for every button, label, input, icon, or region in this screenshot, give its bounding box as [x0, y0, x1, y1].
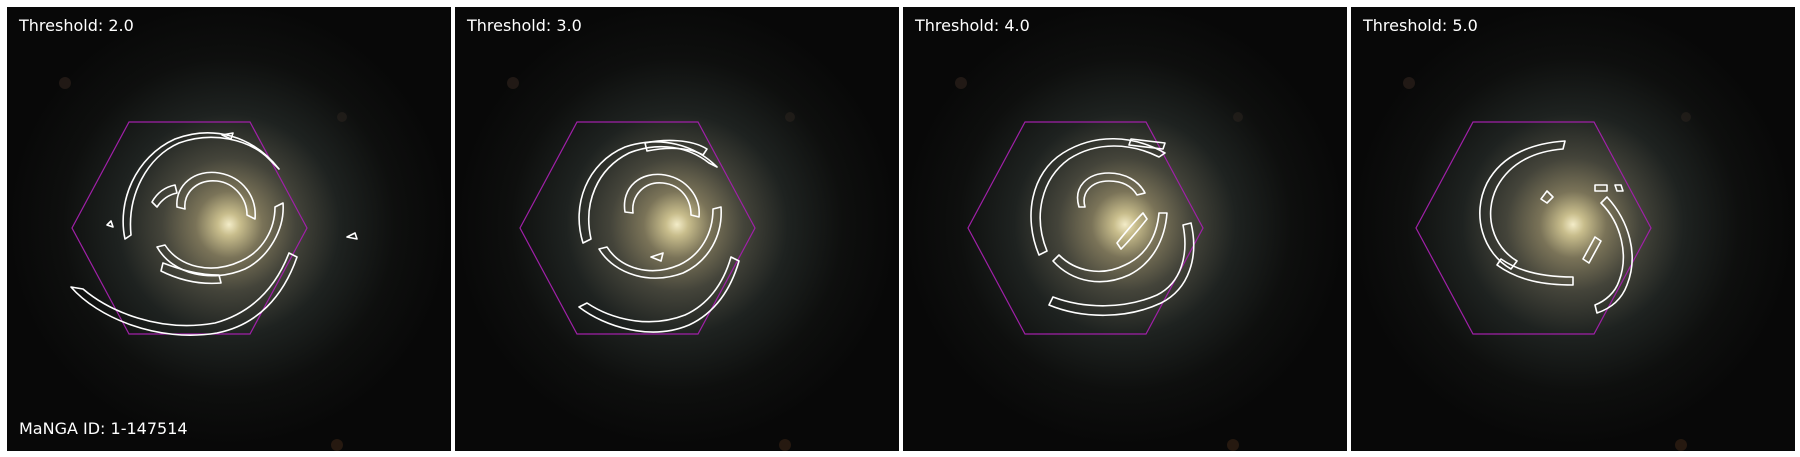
spiral-arm-contours [1479, 140, 1633, 314]
spiral-arm-contours [1030, 138, 1195, 317]
ifu-hexagon [1415, 121, 1652, 335]
ifu-hexagon [519, 121, 756, 335]
spiral-arm-contours [70, 132, 358, 336]
galaxy-image [1351, 7, 1795, 451]
galaxy-image [455, 7, 899, 451]
manga-id-label: MaNGA ID: 1-147514 [19, 419, 188, 438]
galaxy-image [7, 7, 451, 451]
spiral-arm-contours [578, 139, 740, 333]
panel-threshold-5: Threshold: 5.0 [1351, 7, 1795, 451]
panel-title: Threshold: 5.0 [1363, 16, 1478, 35]
panel-title: Threshold: 2.0 [19, 16, 134, 35]
ifu-hexagon [967, 121, 1204, 335]
panel-threshold-2: Threshold: 2.0 MaNGA ID: 1-147514 [7, 7, 451, 451]
panel-threshold-3: Threshold: 3.0 [455, 7, 899, 451]
ifu-hexagon [71, 121, 308, 335]
galaxy-image [903, 7, 1347, 451]
panel-title: Threshold: 4.0 [915, 16, 1030, 35]
panel-title: Threshold: 3.0 [467, 16, 582, 35]
panel-threshold-4: Threshold: 4.0 [903, 7, 1347, 451]
